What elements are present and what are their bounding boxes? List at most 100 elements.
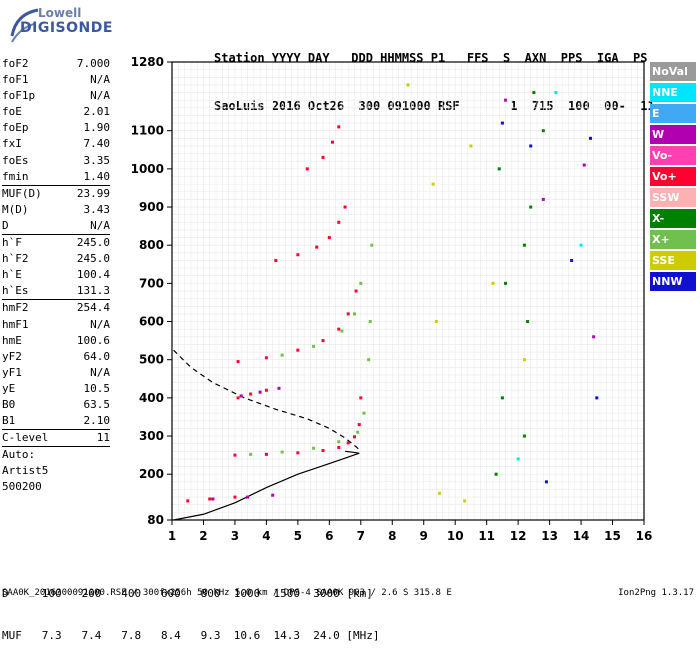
echo-point — [582, 163, 586, 167]
echo-point — [271, 493, 275, 497]
echo-point — [321, 449, 325, 453]
param-row: foE 2.01 — [2, 104, 110, 120]
echo-point — [246, 495, 250, 499]
echo-point — [305, 167, 309, 171]
param-row: hmF2 254.4 — [2, 300, 110, 316]
logo-lowell-text: Lowell — [38, 6, 82, 20]
echo-point — [359, 396, 363, 400]
autoscaling-line: Artist5 — [2, 464, 49, 478]
polarization-legend: NoVal NNE E W Vo- Vo+ SSW X- X+ SSE NNW — [650, 62, 696, 293]
echo-point — [356, 430, 360, 434]
echo-point — [592, 335, 596, 339]
param-separator — [2, 429, 110, 431]
echo-point — [368, 320, 372, 324]
param-value: 2.01 — [83, 105, 111, 119]
param-name: foE — [2, 105, 22, 119]
param-name: foF1 — [2, 73, 29, 87]
echo-point — [431, 182, 435, 186]
y-tick-label: 200 — [139, 467, 164, 481]
echo-point — [437, 491, 441, 495]
x-tick-label: 11 — [478, 529, 495, 543]
legend-item: Vo+ — [650, 167, 696, 186]
echo-point — [337, 440, 341, 444]
legend-item: X- — [650, 209, 696, 228]
param-value: 64.0 — [83, 349, 111, 363]
echo-point — [274, 258, 278, 262]
param-name: fxI — [2, 137, 22, 151]
echo-point — [500, 121, 504, 125]
param-name: h`F — [2, 236, 22, 250]
param-name: C-level — [2, 431, 49, 445]
x-tick-label: 7 — [357, 529, 365, 543]
echo-point — [346, 312, 350, 316]
echo-point — [541, 197, 545, 201]
x-tick-label: 8 — [388, 529, 396, 543]
echo-point — [346, 441, 350, 445]
param-value: 2.10 — [83, 414, 111, 428]
param-name: h`Es — [2, 284, 29, 298]
echo-point — [249, 392, 253, 396]
legend-item: NNE — [650, 83, 696, 102]
profile-curve-dashed — [173, 349, 362, 452]
param-row: foF1p N/A — [2, 88, 110, 104]
version-label: Ion2Png 1.3.17 — [618, 588, 694, 598]
echo-point — [277, 386, 281, 390]
param-name: yE — [2, 381, 16, 395]
x-tick-label: 5 — [294, 529, 302, 543]
param-row: M(D) 3.43 — [2, 202, 110, 218]
echo-point — [233, 453, 237, 457]
echo-point — [343, 205, 347, 209]
echo-point — [529, 205, 533, 209]
y-tick-label: 900 — [139, 200, 164, 214]
param-name: hmF2 — [2, 301, 29, 315]
x-tick-label: 1 — [168, 529, 176, 543]
echo-point — [186, 499, 190, 503]
echo-point — [532, 91, 536, 95]
param-row: yE 10.5 — [2, 381, 110, 397]
echo-point — [315, 245, 319, 249]
param-value: 3.43 — [83, 202, 111, 216]
param-row: B0 63.5 — [2, 397, 110, 413]
legend-item: E — [650, 104, 696, 123]
echo-point — [211, 497, 215, 501]
legend-item: NoVal — [650, 62, 696, 81]
echo-point — [296, 348, 300, 352]
param-name: MUF(D) — [2, 186, 42, 200]
echo-point — [312, 344, 316, 348]
echo-point — [522, 243, 526, 247]
echo-point — [337, 445, 341, 449]
echo-point — [504, 98, 508, 102]
echo-point — [280, 353, 284, 357]
autoscaling-line: 500200 — [2, 480, 42, 494]
echo-point — [500, 396, 504, 400]
echo-point — [236, 360, 240, 364]
y-tick-label: 1000 — [131, 162, 164, 176]
echo-point — [354, 289, 358, 293]
file-info-footer: SAA0K_2016300091000.RSF / 300fx256h 50 k… — [2, 588, 452, 598]
echo-point — [296, 253, 300, 257]
param-name: foF1p — [2, 89, 36, 103]
digisonde-logo: Lowell DIGISONDE — [8, 6, 118, 50]
param-separator — [2, 446, 110, 448]
echo-point — [589, 136, 593, 140]
y-tick-label: 800 — [139, 238, 164, 252]
param-name: fmin — [2, 169, 29, 183]
param-separator — [2, 184, 110, 186]
y-tick-label: 500 — [139, 353, 164, 367]
param-value: N/A — [90, 218, 110, 232]
echo-point — [264, 356, 268, 360]
echo-point — [353, 312, 357, 316]
echo-point — [370, 243, 374, 247]
echo-point — [554, 91, 558, 95]
y-tick-label: 700 — [139, 276, 164, 290]
x-tick-label: 6 — [325, 529, 333, 543]
legend-item: NNW — [650, 272, 696, 291]
param-value: 3.35 — [83, 153, 111, 167]
param-name: B1 — [2, 414, 16, 428]
echo-point — [249, 452, 253, 456]
param-name: foF2 — [2, 57, 29, 70]
param-row: h`E 100.4 — [2, 267, 110, 283]
scaled-parameters-panel: foF2 7.000 foF1 N/A foF1p N/A foE 2.01 foEp 1.90 f… — [2, 56, 110, 495]
legend-item: X+ — [650, 230, 696, 249]
logo-digisonde-text: DIGISONDE — [20, 20, 113, 36]
